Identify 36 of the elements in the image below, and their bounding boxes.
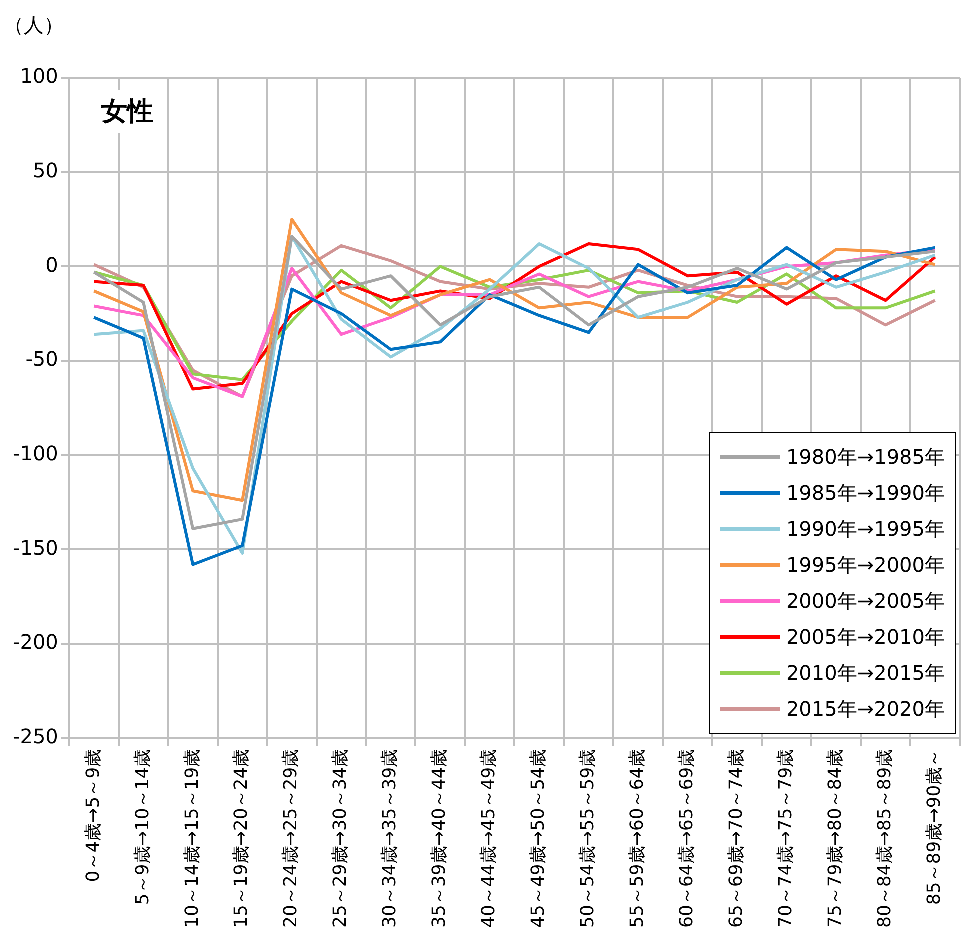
x-tick-label: 30～34歳→35～39歳 [380,749,401,928]
x-tick-label: 70～74歳→75～79歳 [776,749,796,928]
y-tick-label: -250 [13,724,58,749]
x-tick-label: 10～14歳→15～19歳 [182,749,203,928]
y-tick-label: -150 [13,536,58,560]
x-tick-label: 5～9歳→10～14歳 [132,749,154,906]
y-tick-label: 50 [32,158,58,183]
legend-label: 1995年→2000年 [786,552,945,579]
text: 女性 [91,90,164,133]
legend-label: 2000年→2005年 [786,588,945,615]
x-tick-label: 50～54歳→55～59歳 [578,749,599,928]
y-tick-label: 100 [20,64,58,88]
x-tick-label: 35～39歳→40～44歳 [429,749,450,928]
y-tick-label: 0 [46,252,58,277]
y-tick-label: -200 [13,630,58,654]
x-tick-label: 60～64歳→65～69歳 [676,749,698,928]
y-axis-title: （人） [4,12,64,39]
legend-label: 1980年→1985年 [786,444,945,471]
y-tick-label: -50 [26,347,58,372]
x-tick-label: 80～84歳→85～89歳 [874,749,896,928]
x-tick-label: 20～24歳→25～29歳 [280,749,302,928]
x-tick-label: 0～4歳→5～9歳 [82,749,104,882]
x-tick-label: 75～79歳→80～84歳 [824,749,846,928]
x-tick-label: 25～29歳→30～34歳 [330,749,352,928]
legend-label: 2010年→2015年 [786,660,945,687]
x-tick-label: 15～19歳→20～24歳 [231,749,252,928]
x-tick-label: 65～69歳→70～74歳 [726,749,748,928]
legend-label: 1985年→1990年 [786,480,945,507]
x-tick-label: 45～49歳→50～54歳 [528,749,550,928]
legend-label: 2005年→2010年 [786,624,945,651]
legend-label: 2015年→2020年 [786,696,945,723]
x-tick-label: 40～44歳→45～49歳 [478,749,500,928]
x-tick-label: 55～59歳→60～64歳 [627,749,648,928]
y-tick-label: -100 [13,442,58,466]
x-tick-label: 85～89歳→90歳～ [924,749,945,906]
legend-label: 1990年→1995年 [786,516,945,543]
